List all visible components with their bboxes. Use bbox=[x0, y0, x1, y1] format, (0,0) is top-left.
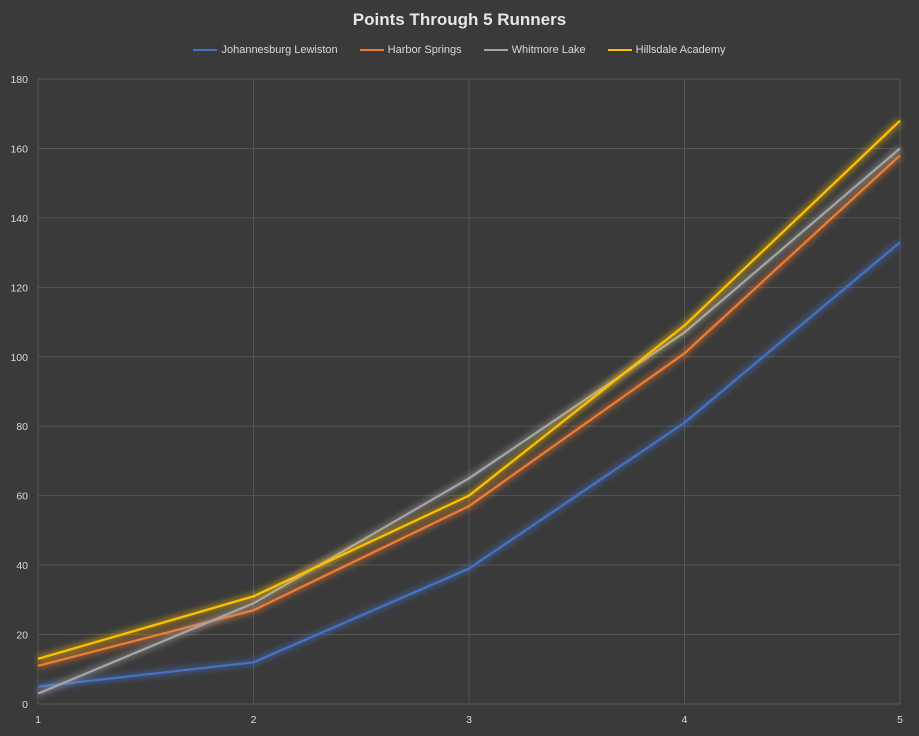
legend-item: Hillsdale Academy bbox=[607, 44, 726, 56]
legend-item: Johannesburg Lewiston bbox=[193, 44, 338, 56]
series-johannesburg-lewiston bbox=[37, 239, 903, 691]
series-whitmore-lake bbox=[36, 145, 903, 697]
y-tick-label: 100 bbox=[10, 352, 28, 364]
legend-label: Hillsdale Academy bbox=[635, 44, 726, 56]
legend-swatch bbox=[193, 49, 218, 51]
x-tick-label: 1 bbox=[35, 714, 41, 726]
x-tick-label: 5 bbox=[897, 714, 903, 726]
y-tick-label: 60 bbox=[16, 491, 28, 503]
legend-label: Johannesburg Lewiston bbox=[221, 44, 338, 56]
y-tick-label: 160 bbox=[10, 143, 28, 155]
gridlines bbox=[37, 78, 901, 705]
legend-item: Whitmore Lake bbox=[483, 44, 586, 56]
x-tick-label: 4 bbox=[682, 714, 688, 726]
y-tick-label: 20 bbox=[16, 630, 28, 642]
series-harbor-springs bbox=[37, 152, 903, 670]
series-hillsdale-academy bbox=[37, 118, 903, 663]
y-tick-label: 40 bbox=[16, 560, 28, 572]
x-tick-label: 2 bbox=[251, 714, 257, 726]
y-tick-label: 120 bbox=[10, 282, 28, 294]
legend-swatch bbox=[483, 49, 508, 51]
legend-swatch bbox=[359, 49, 384, 51]
legend-label: Whitmore Lake bbox=[511, 44, 586, 56]
y-tick-label: 0 bbox=[22, 699, 28, 711]
axes: 0 20 40 60 80 100 120 140 160 180 1 2 3 4 5 bbox=[10, 74, 903, 726]
chart-title: Points Through 5 Runners bbox=[352, 10, 567, 29]
series-lines bbox=[36, 118, 903, 697]
x-tick-label: 3 bbox=[466, 714, 472, 726]
legend-item: Harbor Springs bbox=[359, 44, 462, 56]
legend-label: Harbor Springs bbox=[387, 44, 462, 56]
legend: Johannesburg Lewiston Harbor Springs Whitm… bbox=[0, 44, 919, 56]
y-tick-label: 80 bbox=[16, 421, 28, 433]
y-tick-label: 180 bbox=[10, 74, 28, 86]
y-tick-label: 140 bbox=[10, 213, 28, 225]
legend-swatch bbox=[607, 49, 632, 51]
